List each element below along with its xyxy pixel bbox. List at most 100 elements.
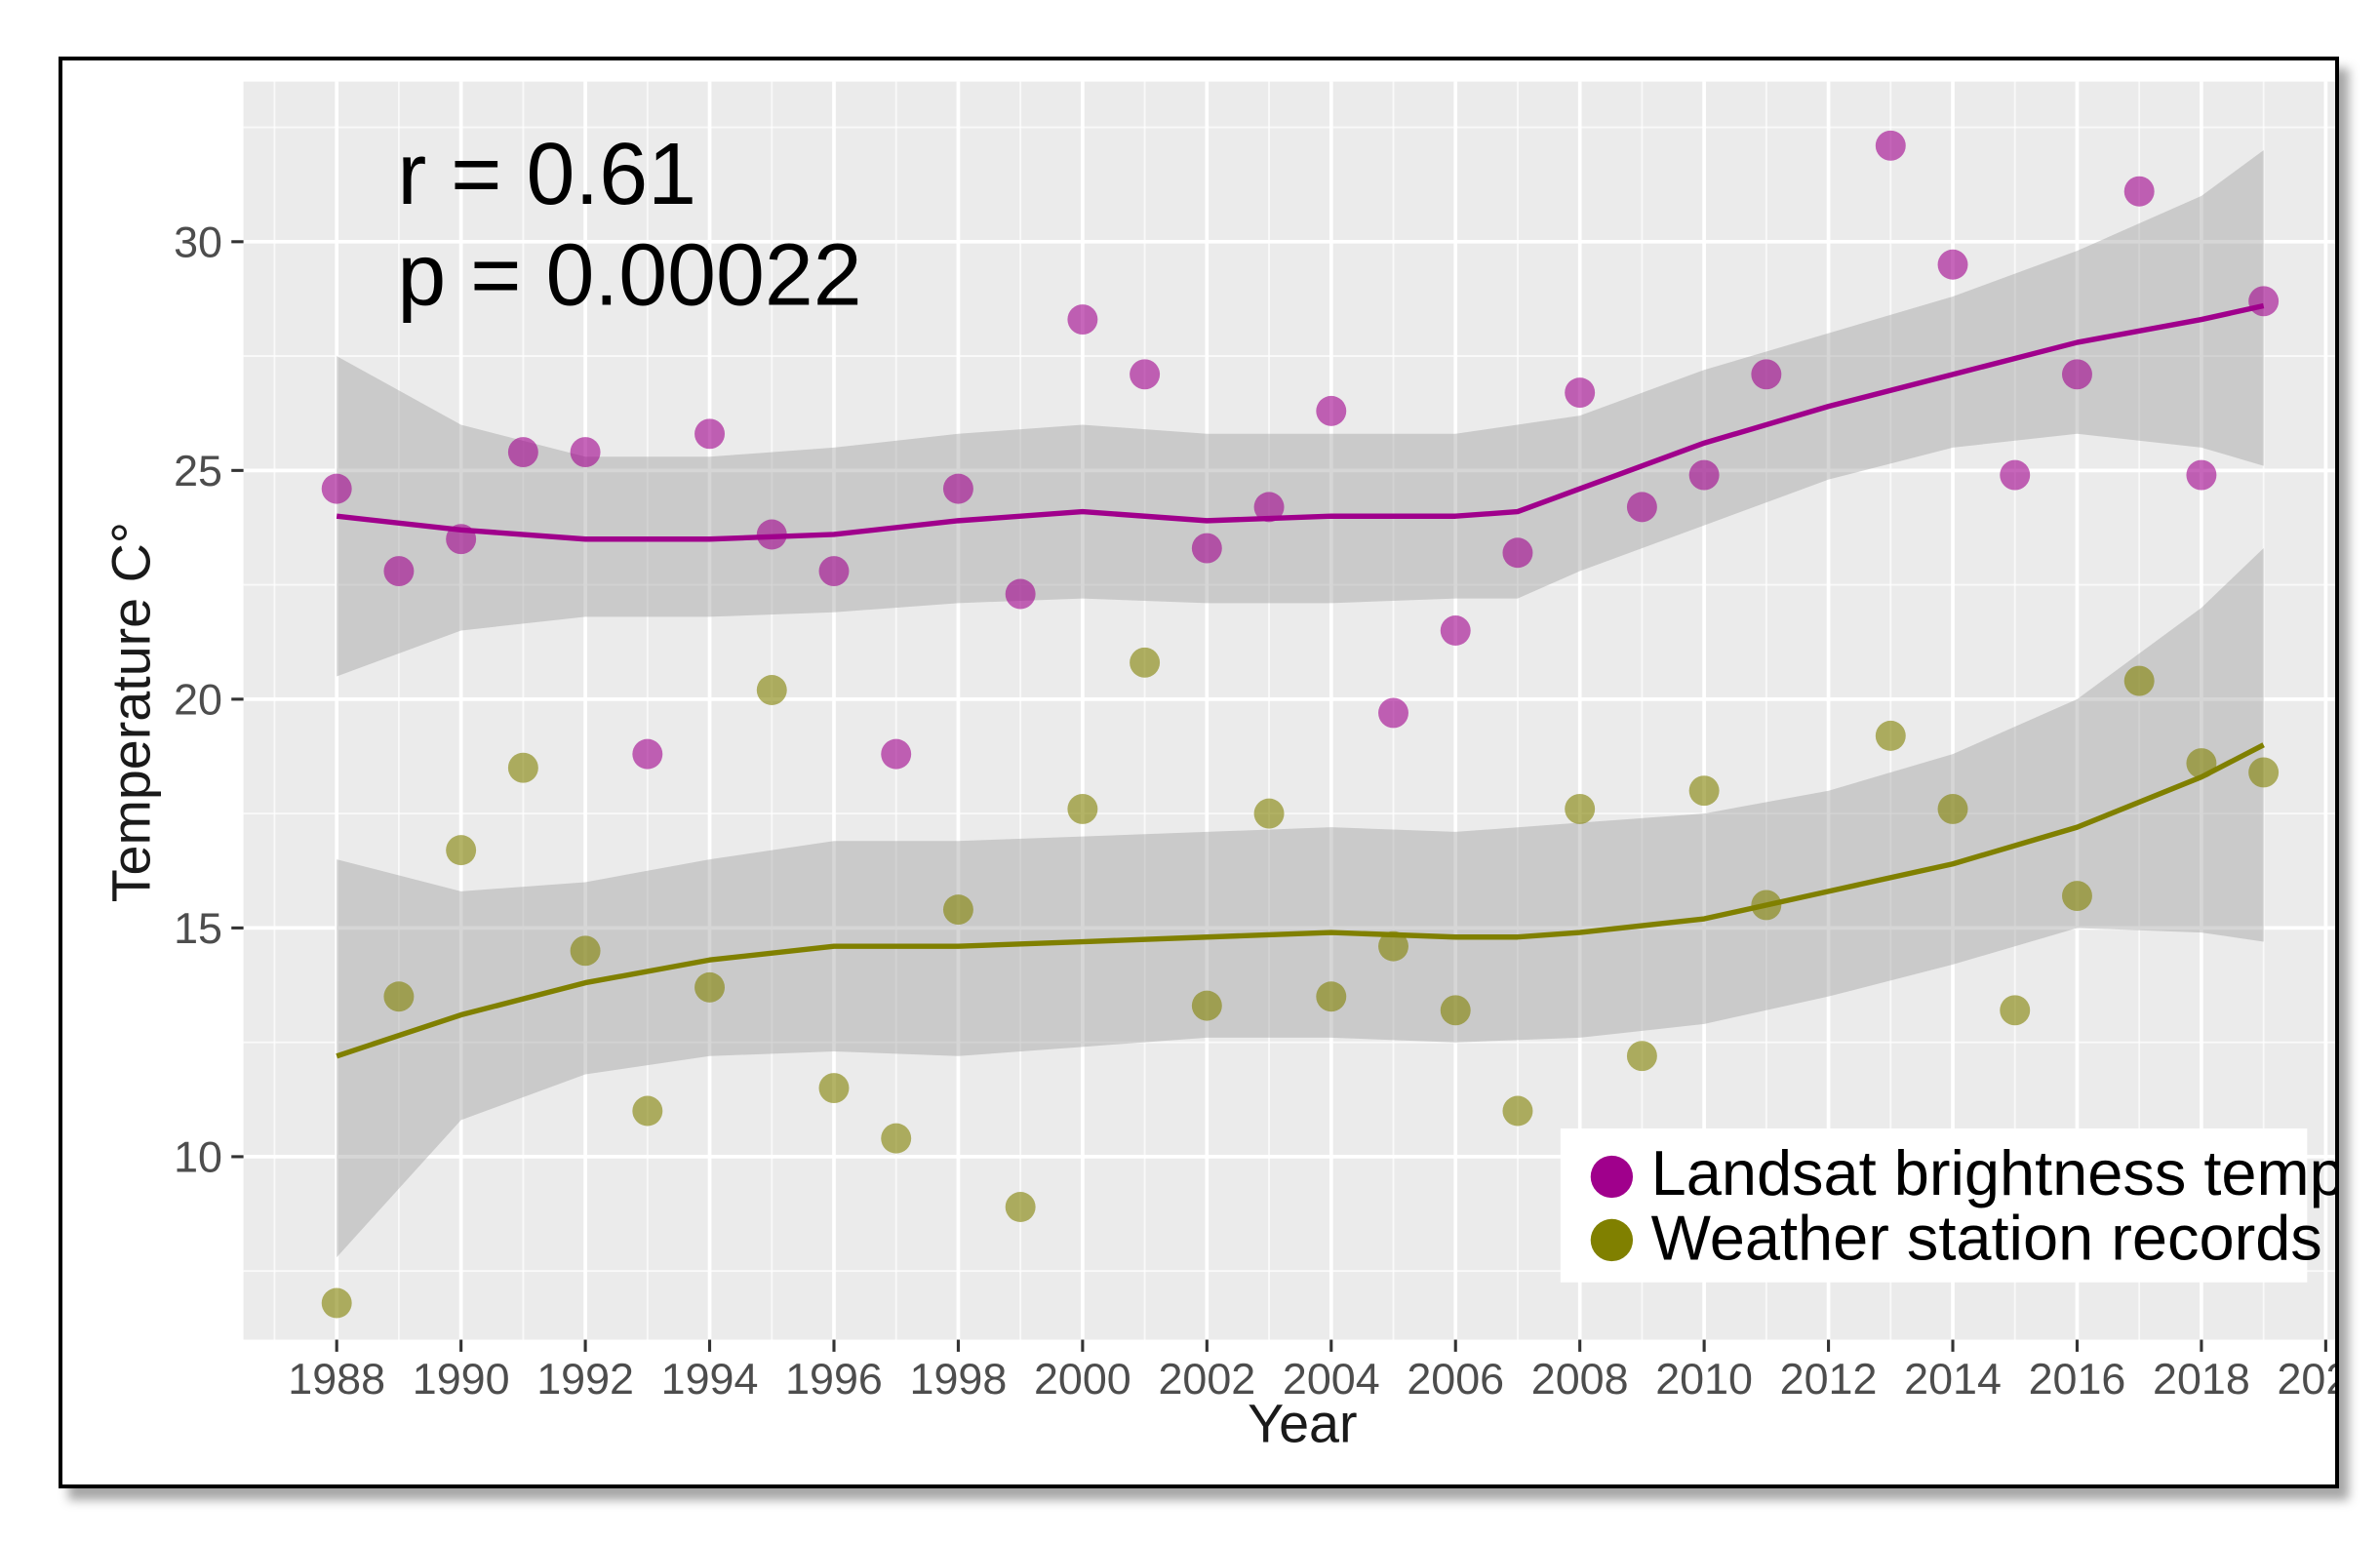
data-point-series-0 xyxy=(383,556,415,586)
data-point-series-0 xyxy=(818,556,850,586)
data-point-series-0 xyxy=(632,738,663,770)
x-tick-label: 2000 xyxy=(1034,1354,1131,1404)
data-point-series-0 xyxy=(1378,697,1408,729)
x-tick-label: 2010 xyxy=(1655,1354,1753,1404)
data-point-series-1 xyxy=(942,894,973,926)
x-tick-label: 1996 xyxy=(785,1354,883,1404)
data-point-series-0 xyxy=(1191,533,1222,564)
data-point-series-1 xyxy=(446,835,477,866)
data-point-series-1 xyxy=(2248,757,2280,788)
data-points xyxy=(321,130,2280,1319)
x-axis: 1988 1990 1992 1994 1996 1998 2000 2002 2004 2006… xyxy=(288,1339,2335,1404)
data-point-series-1 xyxy=(2062,881,2092,912)
data-point-series-0 xyxy=(881,738,912,770)
ci-ribbon-0 xyxy=(337,150,2264,677)
x-tick-label: 2018 xyxy=(2153,1354,2250,1404)
y-tick-label: 30 xyxy=(174,217,222,266)
data-point-series-1 xyxy=(1688,775,1720,807)
data-point-series-0 xyxy=(2248,286,2280,317)
x-tick-label: 2004 xyxy=(1283,1354,1380,1404)
data-point-series-0 xyxy=(1253,492,1285,523)
data-point-series-0 xyxy=(1937,249,1968,280)
data-point-series-0 xyxy=(1130,359,1161,390)
data-point-series-1 xyxy=(321,1287,352,1319)
data-point-series-0 xyxy=(1565,377,1596,409)
y-axis: 10 15 20 25 30 xyxy=(174,217,244,1181)
data-point-series-1 xyxy=(1440,995,1471,1026)
legend-key-weather xyxy=(1590,1218,1634,1262)
y-tick-label: 25 xyxy=(174,446,222,495)
data-point-series-0 xyxy=(321,473,352,504)
x-tick-label: 2014 xyxy=(1904,1354,2002,1404)
ci-ribbon-1 xyxy=(337,548,2264,1258)
data-point-series-1 xyxy=(1191,990,1222,1021)
chart-svg: 1988 1990 1992 1994 1996 1998 2000 2002 2004 2006… xyxy=(101,81,2335,1454)
x-tick-label: 2008 xyxy=(1531,1354,1629,1404)
data-point-series-0 xyxy=(694,418,726,450)
data-point-series-1 xyxy=(1253,798,1285,829)
data-point-series-1 xyxy=(2000,995,2031,1026)
x-tick-label: 1998 xyxy=(910,1354,1008,1404)
data-point-series-0 xyxy=(2000,459,2031,491)
data-point-series-1 xyxy=(694,971,726,1003)
x-axis-title: Year xyxy=(1248,1394,1357,1454)
confidence-ribbons xyxy=(337,150,2264,1258)
data-point-series-0 xyxy=(507,437,538,468)
data-point-series-1 xyxy=(1005,1192,1036,1222)
data-point-series-1 xyxy=(1875,720,1906,751)
data-point-series-0 xyxy=(1626,492,1657,523)
p-value-annotation: p = 0.00022 xyxy=(397,227,861,325)
data-point-series-1 xyxy=(1565,793,1596,824)
legend-label-landsat: Landsat brightness temperature xyxy=(1651,1137,2335,1208)
y-axis-title: Temperature C° xyxy=(101,522,162,902)
data-point-series-0 xyxy=(1875,130,1906,161)
data-point-series-0 xyxy=(1502,537,1533,569)
x-tick-label: 2020 xyxy=(2277,1354,2335,1404)
x-tick-label: 2006 xyxy=(1407,1354,1504,1404)
x-tick-label: 2012 xyxy=(1780,1354,1878,1404)
x-tick-label: 1994 xyxy=(661,1354,759,1404)
data-point-series-0 xyxy=(1005,578,1036,610)
data-point-series-1 xyxy=(756,675,787,705)
data-point-series-1 xyxy=(1626,1041,1657,1072)
legend-label-weather: Weather station records xyxy=(1651,1203,2322,1274)
y-tick-label: 20 xyxy=(174,674,222,724)
y-tick-label: 15 xyxy=(174,903,222,953)
smooth-line-series-1 xyxy=(336,742,2265,1059)
data-point-series-1 xyxy=(1937,793,1968,824)
data-point-series-0 xyxy=(942,473,973,504)
x-tick-label: 2002 xyxy=(1158,1354,1255,1404)
smooth-lines xyxy=(336,302,2265,1059)
data-point-series-0 xyxy=(1440,615,1471,646)
x-tick-label: 1988 xyxy=(288,1354,385,1404)
data-point-series-0 xyxy=(570,437,601,468)
data-point-series-1 xyxy=(507,752,538,783)
data-point-series-1 xyxy=(818,1073,850,1104)
data-point-series-0 xyxy=(2186,459,2217,491)
data-point-series-0 xyxy=(1751,359,1782,390)
data-point-series-0 xyxy=(2123,176,2155,207)
y-tick-label: 10 xyxy=(174,1131,222,1181)
data-point-series-1 xyxy=(1067,793,1098,824)
x-tick-label: 1990 xyxy=(413,1354,510,1404)
data-point-series-1 xyxy=(1316,981,1347,1012)
data-point-series-1 xyxy=(632,1095,663,1127)
data-point-series-0 xyxy=(1067,304,1098,336)
x-tick-label: 2016 xyxy=(2029,1354,2126,1404)
correlation-annotation: r = 0.61 xyxy=(397,126,696,223)
data-point-series-1 xyxy=(570,935,601,967)
smooth-line-series-0 xyxy=(336,302,2265,542)
data-point-series-0 xyxy=(1316,395,1347,426)
data-point-series-1 xyxy=(881,1123,912,1154)
data-point-series-0 xyxy=(1688,459,1720,491)
data-point-series-0 xyxy=(2062,359,2092,390)
data-point-series-1 xyxy=(1130,647,1161,678)
x-tick-label: 1992 xyxy=(536,1354,634,1404)
data-point-series-1 xyxy=(383,981,415,1012)
legend: Landsat brightness temperature Weather s… xyxy=(1560,1128,2335,1283)
data-point-series-1 xyxy=(2123,665,2155,696)
data-point-series-1 xyxy=(1502,1095,1533,1127)
legend-box xyxy=(1560,1128,2308,1283)
legend-key-landsat xyxy=(1590,1155,1634,1199)
data-point-series-1 xyxy=(1378,930,1408,962)
